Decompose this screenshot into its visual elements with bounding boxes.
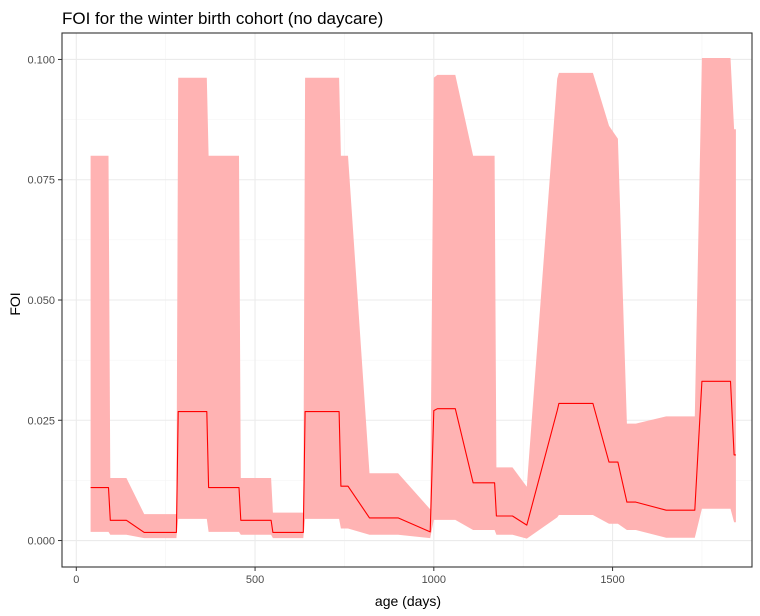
y-tick-label: 0.050 bbox=[27, 295, 55, 307]
chart-title: FOI for the winter birth cohort (no dayc… bbox=[62, 9, 383, 28]
y-tick-label: 0.025 bbox=[27, 415, 55, 427]
confidence-ribbon bbox=[90, 58, 736, 539]
y-tick-label: 0.000 bbox=[27, 536, 55, 548]
x-tick-label: 500 bbox=[246, 574, 264, 586]
x-tick-label: 1000 bbox=[422, 574, 446, 586]
y-axis-title: FOI bbox=[7, 292, 23, 315]
y-tick-label: 0.100 bbox=[27, 54, 55, 66]
foi-line bbox=[90, 380, 736, 533]
y-axis: 0.000 0.025 0.050 0.075 0.100 bbox=[27, 54, 62, 548]
ribbon-layer bbox=[90, 58, 736, 539]
x-axis-title: age (days) bbox=[375, 593, 441, 609]
y-tick-label: 0.075 bbox=[27, 175, 55, 187]
x-tick-label: 0 bbox=[73, 574, 79, 586]
line-layer bbox=[90, 380, 736, 533]
x-tick-label: 1500 bbox=[600, 574, 624, 586]
x-axis: 0 500 1000 1500 bbox=[73, 567, 625, 586]
